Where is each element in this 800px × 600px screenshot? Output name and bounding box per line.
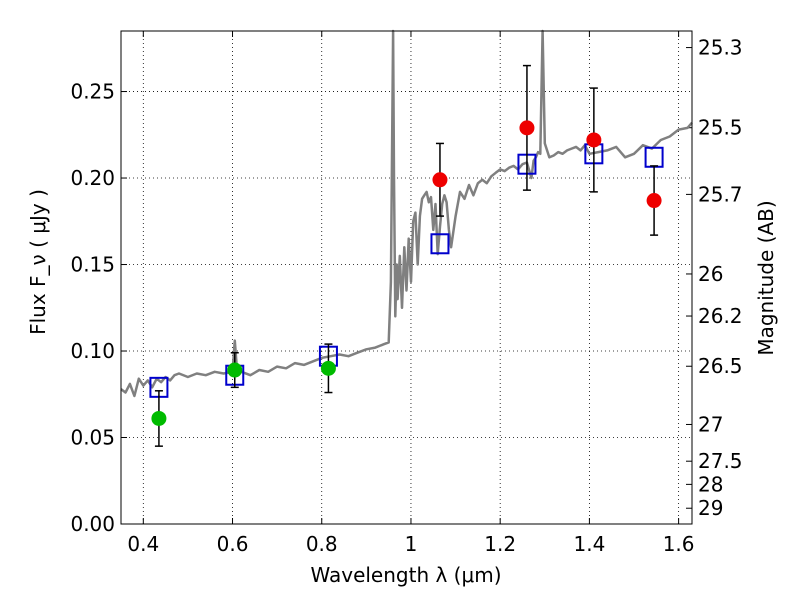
x-tick-label: 0.8	[306, 532, 338, 556]
x-tick-label: 1.6	[663, 532, 695, 556]
plot-frame	[120, 30, 693, 525]
y-tick-label: 0.15	[70, 253, 115, 277]
right-tick-label: 29	[698, 496, 723, 520]
right-tick-label: 25.5	[698, 116, 743, 140]
x-axis-title: Wavelength λ (μm)	[310, 563, 501, 587]
model-square	[430, 233, 450, 255]
right-tick-label: 26.2	[698, 304, 743, 328]
green-point	[320, 360, 336, 376]
photometry-points	[151, 120, 662, 426]
right-tick-label: 25.3	[698, 36, 743, 60]
x-tick-label: 1	[405, 532, 418, 556]
y-tick-label: 0.00	[70, 512, 115, 536]
x-tick-label: 1.4	[573, 532, 605, 556]
right-tick-label: 27	[698, 412, 723, 436]
right-tick-label: 26.5	[698, 354, 743, 378]
red-point	[646, 193, 662, 209]
y-axis-title: Flux F_ν ( μJy )	[26, 189, 50, 335]
y-tick-label: 0.20	[70, 166, 115, 190]
green-point	[151, 410, 167, 426]
ticks: 0.4 0.6 0.8 1 1.2 1.4 1.6 0.00 0.05 0.10 0.15 0.20 0…	[70, 31, 743, 556]
red-point	[586, 132, 602, 148]
x-tick-label: 0.4	[127, 532, 159, 556]
y-tick-label: 0.25	[70, 80, 115, 104]
right-tick-label: 25.7	[698, 182, 743, 206]
y-tick-label: 0.10	[70, 339, 115, 363]
right-axis-title: Magnitude (AB)	[754, 200, 778, 355]
right-tick-label: 28	[698, 472, 723, 496]
right-tick-label: 27.5	[698, 449, 743, 473]
x-tick-label: 0.6	[217, 532, 249, 556]
red-point	[519, 120, 535, 136]
green-point	[227, 362, 243, 378]
red-point	[432, 172, 448, 188]
y-tick-label: 0.05	[70, 426, 115, 450]
right-tick-label: 26	[698, 262, 723, 286]
x-tick-label: 1.2	[484, 532, 516, 556]
